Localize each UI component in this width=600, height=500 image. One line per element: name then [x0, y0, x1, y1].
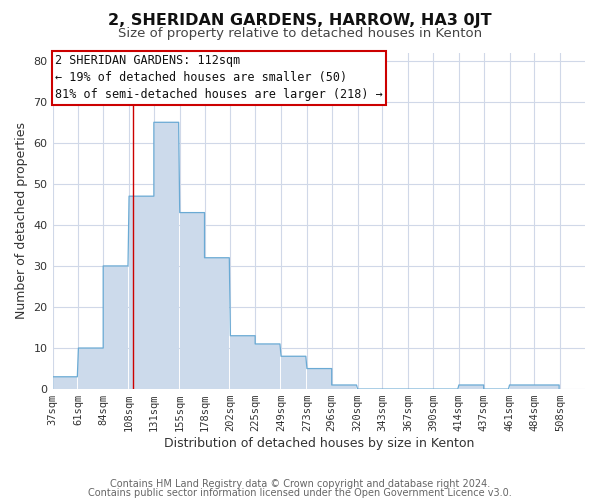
Text: Contains HM Land Registry data © Crown copyright and database right 2024.: Contains HM Land Registry data © Crown c… [110, 479, 490, 489]
Text: 2 SHERIDAN GARDENS: 112sqm
← 19% of detached houses are smaller (50)
81% of semi: 2 SHERIDAN GARDENS: 112sqm ← 19% of deta… [55, 54, 383, 101]
Text: Contains public sector information licensed under the Open Government Licence v3: Contains public sector information licen… [88, 488, 512, 498]
X-axis label: Distribution of detached houses by size in Kenton: Distribution of detached houses by size … [164, 437, 474, 450]
Text: Size of property relative to detached houses in Kenton: Size of property relative to detached ho… [118, 28, 482, 40]
Text: 2, SHERIDAN GARDENS, HARROW, HA3 0JT: 2, SHERIDAN GARDENS, HARROW, HA3 0JT [108, 12, 492, 28]
Y-axis label: Number of detached properties: Number of detached properties [15, 122, 28, 320]
